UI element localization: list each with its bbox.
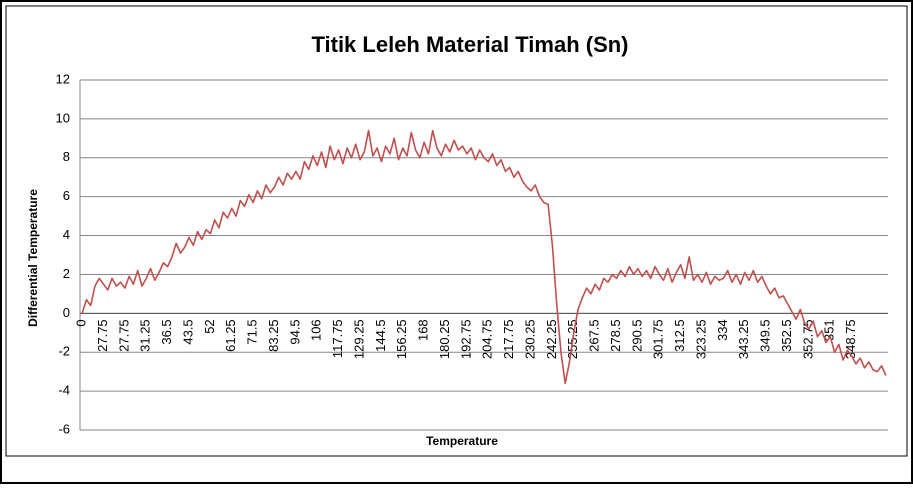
x-tick-label: 217.75 — [501, 319, 516, 359]
x-tick-label: 27.75 — [95, 319, 110, 352]
x-tick-label: 117.75 — [330, 319, 345, 358]
x-tick-label: 334 — [715, 319, 730, 341]
x-tick-label: 61.25 — [223, 319, 238, 352]
y-tick-label: 12 — [56, 71, 70, 86]
x-tick-label: 83.25 — [266, 319, 281, 352]
x-tick-label: 36.5 — [159, 319, 174, 344]
x-tick-label: 278.5 — [608, 319, 623, 352]
x-tick-label: 242.25 — [544, 319, 559, 359]
x-tick-label: 352.75 — [800, 319, 815, 359]
x-tick-label: 31.25 — [138, 319, 153, 352]
y-tick-label: 8 — [63, 149, 70, 164]
x-axis-label: Temperature — [426, 434, 498, 448]
y-tick-label: 4 — [63, 227, 70, 242]
x-tick-label: 301.75 — [651, 319, 666, 359]
x-tick-label: 343.25 — [736, 319, 751, 359]
x-tick-label: 348.75 — [843, 319, 858, 359]
y-tick-label: 0 — [63, 305, 70, 320]
x-tick-label: 168 — [416, 319, 431, 341]
x-tick-label: 144.5 — [373, 319, 388, 352]
x-tick-label: 27.75 — [116, 319, 131, 352]
x-tick-label: 312.5 — [672, 319, 687, 352]
x-tick-label: 323.25 — [693, 319, 708, 359]
x-tick-label: 204.75 — [480, 319, 495, 359]
y-tick-label: 6 — [63, 188, 70, 203]
x-tick-label: 352.5 — [779, 319, 794, 352]
x-tick-label: 180.25 — [437, 319, 452, 359]
x-tick-label: 106 — [309, 319, 324, 341]
x-tick-label: 129.25 — [351, 319, 366, 359]
x-tick-label: 230.25 — [522, 319, 537, 359]
y-tick-label: -2 — [58, 344, 70, 359]
x-tick-label: 0 — [74, 319, 89, 326]
x-tick-label: 290.5 — [629, 319, 644, 352]
y-axis-label: Differential Temperature — [26, 189, 40, 327]
x-tick-label: 156.25 — [394, 319, 409, 359]
y-tick-label: 2 — [63, 266, 70, 281]
x-tick-label: 71.5 — [245, 319, 260, 344]
x-tick-label: 267.5 — [587, 319, 602, 352]
plot-frame — [5, 5, 908, 457]
data-line — [81, 129, 887, 385]
x-tick-label: 351 — [822, 319, 837, 341]
x-tick-label: 192.75 — [458, 319, 473, 359]
x-tick-label: 43.5 — [180, 319, 195, 344]
x-tick-label: 52 — [202, 319, 217, 333]
y-tick-label: 10 — [56, 110, 70, 125]
x-tick-label: 94.5 — [287, 319, 302, 344]
y-tick-label: -6 — [58, 421, 70, 436]
y-tick-label: -4 — [58, 383, 70, 398]
chart-title: Titik Leleh Material Timah (Sn) — [311, 32, 628, 57]
x-tick-label: 349.5 — [758, 319, 773, 352]
